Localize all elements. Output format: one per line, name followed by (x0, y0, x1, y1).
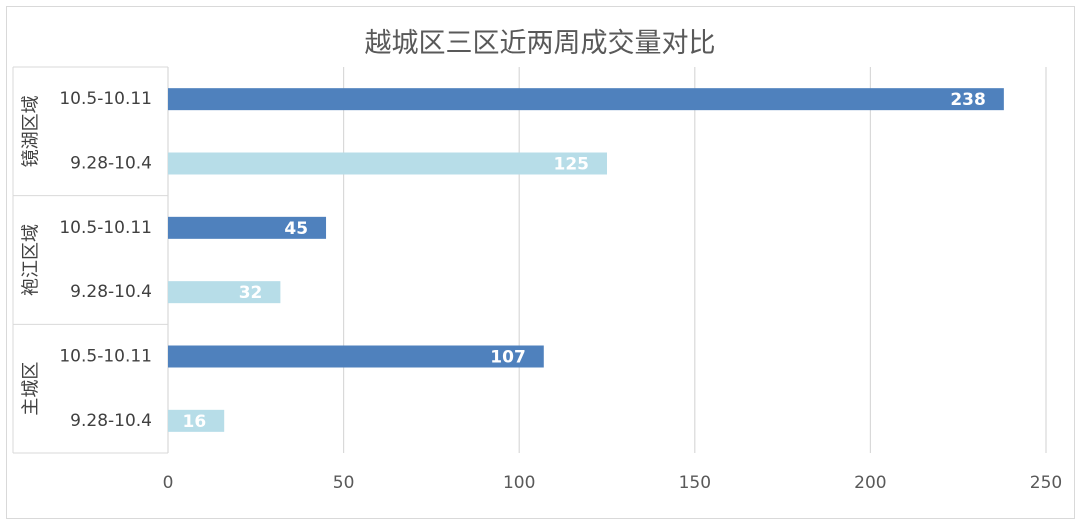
x-tick-label: 0 (163, 473, 174, 493)
chart-title: 越城区三区近两周成交量对比 (365, 28, 716, 59)
x-tick-label: 200 (854, 473, 886, 493)
data-label: 16 (183, 412, 207, 432)
category-label: 10.5-10.11 (59, 347, 152, 367)
x-tick-label: 100 (503, 473, 535, 493)
data-label: 125 (554, 155, 590, 175)
x-tick-label: 150 (679, 473, 711, 493)
bar (168, 88, 1004, 111)
bar (168, 216, 327, 239)
category-label: 9.28-10.4 (70, 154, 152, 174)
x-tick-label: 50 (333, 473, 355, 493)
category-label: 10.5-10.11 (59, 218, 152, 238)
category-axis: 镜湖区域 10.5-10.11 9.28-10.4 袍江区域 10.5-10.11 9.2… (12, 66, 169, 454)
chart-border (6, 6, 1075, 519)
data-label: 45 (284, 219, 308, 239)
category-label: 10.5-10.11 (59, 89, 152, 109)
group-label: 主城区 (21, 362, 42, 416)
category-label: 9.28-10.4 (70, 282, 152, 302)
x-tick-label: 250 (1030, 473, 1062, 493)
group-label: 镜湖区域 (21, 95, 42, 167)
bars: 238 125 45 32 107 16 (168, 88, 1004, 432)
bar (168, 345, 544, 368)
group-label: 袍江区域 (21, 224, 42, 296)
data-label: 32 (239, 283, 263, 303)
bar (168, 152, 607, 175)
data-label: 238 (950, 90, 986, 110)
data-label: 107 (490, 348, 526, 368)
bar (168, 281, 281, 304)
category-label: 9.28-10.4 (70, 411, 152, 431)
bar (168, 409, 225, 432)
value-axis-ticks: 0 50 100 150 200 250 (163, 473, 1063, 493)
